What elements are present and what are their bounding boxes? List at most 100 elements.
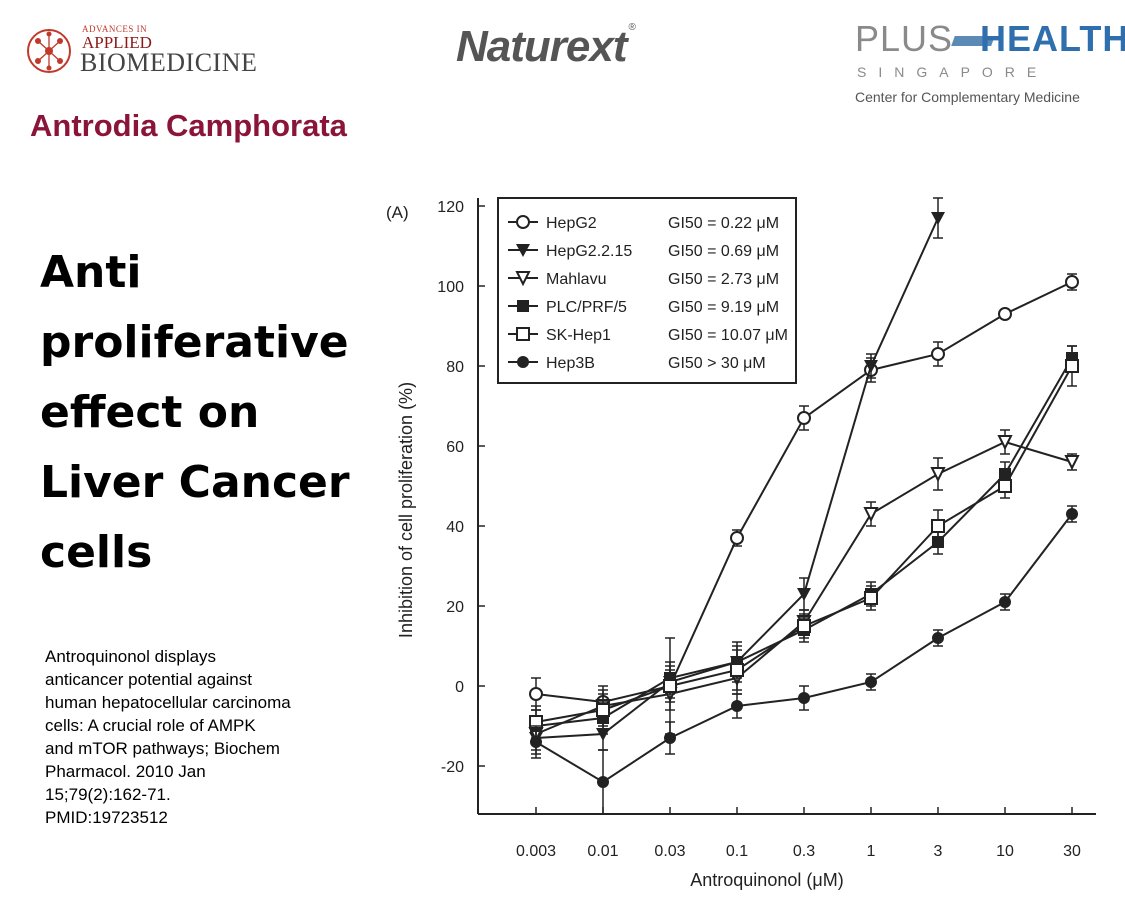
legend-marker <box>516 327 530 341</box>
registered-mark: ® <box>628 22 636 33</box>
data-point <box>731 700 743 712</box>
data-point <box>663 679 677 693</box>
data-point <box>530 736 542 748</box>
headline-line: Anti <box>40 247 142 298</box>
legend-gi50: GI50 = 9.19 μM <box>668 299 779 316</box>
data-point <box>1066 508 1078 520</box>
data-point <box>931 519 945 533</box>
molecule-emblem-icon <box>27 29 71 73</box>
legend-marker <box>516 244 530 257</box>
data-point <box>931 347 945 361</box>
naturext-text: Naturext <box>456 22 627 71</box>
data-point <box>932 632 944 644</box>
x-tick-label: 0.3 <box>793 843 815 860</box>
legend-label: Hep3B <box>546 355 595 372</box>
legend-label: PLC/PRF/5 <box>546 299 627 316</box>
citation-line: human hepatocellular carcinoma <box>45 693 291 712</box>
x-tick-label: 0.1 <box>726 843 748 860</box>
x-tick-label: 10 <box>996 843 1014 860</box>
plus-health-logo: PLUS HEALTH SINGAPORE Center for Complem… <box>855 18 1125 108</box>
citation-line: Pharmacol. 2010 Jan <box>45 762 206 781</box>
data-point <box>1064 455 1080 471</box>
x-tick-label: 1 <box>867 843 876 860</box>
legend-gi50: GI50 = 10.07 μM <box>668 327 788 344</box>
singapore-text: SINGAPORE <box>857 64 1049 80</box>
legend-marker <box>517 356 529 368</box>
data-point <box>730 531 744 545</box>
y-tick-label: 20 <box>446 599 464 616</box>
headline: Anti proliferative effect on Liver Cance… <box>40 238 360 588</box>
headline-line: cells <box>40 527 153 578</box>
data-point <box>865 676 877 688</box>
data-point <box>997 435 1013 451</box>
legend-gi50: GI50 > 30 μM <box>668 355 766 372</box>
proliferation-chart: -20 0 20 40 60 80 100 120 0.003 0.01 0.03 0.1 0.3 1 3 1… <box>386 197 1096 890</box>
legend-marker <box>516 215 530 229</box>
data-point <box>730 663 744 677</box>
health-text: HEALTH <box>980 18 1125 59</box>
headline-line: Liver Cancer <box>40 457 350 508</box>
aab-applied-text: APPLIED <box>82 33 152 52</box>
legend-gi50: GI50 = 0.69 μM <box>668 243 779 260</box>
y-tick-label: 0 <box>455 679 464 696</box>
data-point <box>999 596 1011 608</box>
y-tick-label: 120 <box>437 199 464 216</box>
panel-label: (A) <box>386 203 409 222</box>
x-axis-label: Antroquinonol (μM) <box>690 870 843 890</box>
center-tagline: Center for Complementary Medicine <box>855 89 1080 105</box>
data-point <box>529 687 543 701</box>
legend-gi50: GI50 = 2.73 μM <box>668 271 779 288</box>
data-point <box>930 467 946 483</box>
data-point <box>596 703 610 717</box>
data-point <box>1065 275 1079 289</box>
legend-marker <box>515 271 531 287</box>
data-point <box>797 411 811 425</box>
citation: Antroquinonol displays anticancer potent… <box>45 645 320 829</box>
citation-line: 15;79(2):162-71. <box>45 785 171 804</box>
data-point <box>863 507 879 523</box>
aab-small-text: ADVANCES IN <box>82 24 148 34</box>
x-tick-label: 0.003 <box>516 843 556 860</box>
data-point <box>864 591 878 605</box>
y-tick-label: 80 <box>446 359 464 376</box>
y-tick-label: 40 <box>446 519 464 536</box>
data-point <box>797 588 811 601</box>
y-tick-label: -20 <box>441 759 464 776</box>
data-point <box>664 732 676 744</box>
legend-label: HepG2 <box>546 215 597 232</box>
citation-line: PMID:19723512 <box>45 808 168 827</box>
y-tick-label: 100 <box>437 279 464 296</box>
plus-text: PLUS <box>855 18 954 59</box>
y-tick-label: 60 <box>446 439 464 456</box>
applied-biomedicine-logo: ADVANCES IN APPLIED BIOMEDICINE <box>24 24 284 77</box>
data-point <box>1065 359 1079 373</box>
data-point <box>864 360 878 373</box>
x-tick-label: 0.01 <box>587 843 618 860</box>
data-point <box>597 776 609 788</box>
data-point <box>998 307 1012 321</box>
legend-label: HepG2.2.15 <box>546 243 632 260</box>
citation-line: cells: A crucial role of AMPK <box>45 716 256 735</box>
y-axis-label: Inhibition of cell proliferation (%) <box>396 382 416 638</box>
x-tick-label: 3 <box>934 843 943 860</box>
legend-gi50: GI50 = 0.22 μM <box>668 215 779 232</box>
data-point <box>797 619 811 633</box>
data-point <box>931 212 945 225</box>
aab-biomedicine-text: BIOMEDICINE <box>80 48 258 77</box>
data-point <box>998 479 1012 493</box>
citation-line: anticancer potential against <box>45 670 252 689</box>
legend-label: SK-Hep1 <box>546 327 611 344</box>
citation-line: Antroquinonol displays <box>45 647 217 666</box>
legend-marker <box>517 300 529 312</box>
naturext-logo: Naturext ® <box>456 22 636 72</box>
x-tick-label: 0.03 <box>654 843 685 860</box>
citation-line: and mTOR pathways; Biochem <box>45 739 280 758</box>
series-line <box>535 513 1073 784</box>
x-tick-label: 30 <box>1063 843 1081 860</box>
headline-line: effect on <box>40 387 260 438</box>
legend-label: Mahlavu <box>546 271 606 288</box>
data-point <box>798 692 810 704</box>
page-title: Antrodia Camphorata <box>30 108 347 143</box>
legend-box <box>497 197 797 384</box>
headline-line: proliferative <box>40 317 349 368</box>
